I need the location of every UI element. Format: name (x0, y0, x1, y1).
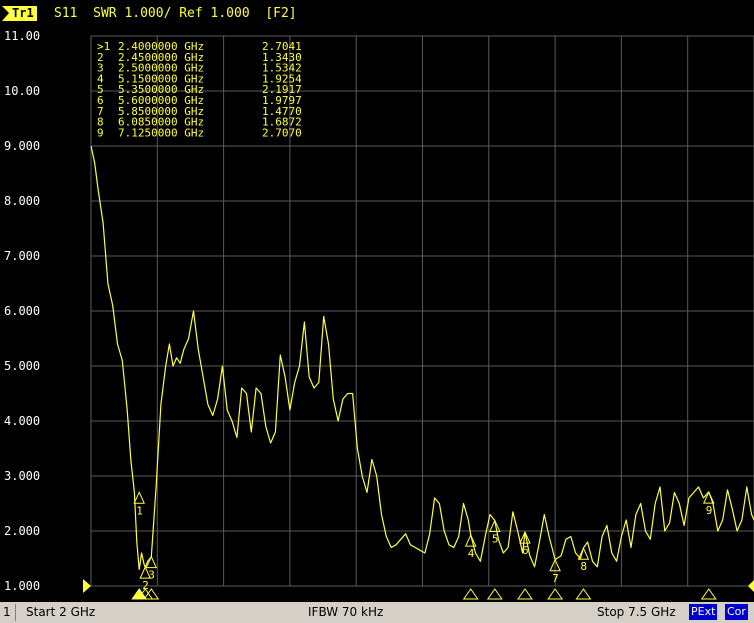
swr-chart: 1.000 2.000 3.000 4.000 5.000 6.000 7.000 8.000… (4, 29, 754, 600)
marker-triangle (549, 558, 561, 572)
marker-number: 9 (706, 504, 713, 517)
marker-readout-value: 1.3430 (262, 51, 302, 64)
correction-badge[interactable]: Cor (725, 604, 748, 620)
marker-number: 1 (136, 504, 143, 517)
marker-3: 3 (143, 555, 160, 600)
marker-triangle (145, 555, 158, 569)
marker-readout-value: 1.4770 (262, 105, 302, 118)
status-bar: 1 Start 2 GHz IFBW 70 kHz Stop 7.5 GHz P… (0, 602, 754, 623)
marker-number: 4 (468, 547, 475, 560)
y-tick-label: 5.000 (4, 359, 40, 373)
marker-number: 6 (522, 544, 529, 557)
y-tick-label: 9.000 (4, 139, 40, 153)
marker-readout-id: 3 (97, 62, 104, 75)
marker-7: 7 (547, 558, 564, 600)
stop-frequency[interactable]: Stop 7.5 GHz (597, 605, 676, 619)
reference-level-arrow-right (748, 580, 754, 592)
y-tick-label: 2.000 (4, 524, 40, 538)
marker-readout-id: 7 (97, 105, 104, 118)
marker-number: 8 (580, 560, 587, 573)
marker-readout-value: 2.7041 (262, 40, 302, 53)
marker-stimulus-indicator (143, 588, 160, 600)
marker-6: 6 (517, 530, 533, 600)
marker-readout-frequency: 2.5000000 GHz (118, 62, 204, 75)
trace-header: Tr1 S11 SWR 1.000/ Ref 1.000 [F2] (0, 0, 754, 26)
y-tick-label: 3.000 (4, 469, 40, 483)
marker-readout-value: 1.9254 (262, 72, 302, 85)
marker-readout-frequency: 5.6000000 GHz (118, 94, 204, 107)
marker-triangle (139, 565, 152, 579)
series-line-s11 (90, 145, 754, 571)
marker-readout-value: 1.5342 (262, 62, 302, 75)
marker-stimulus-indicator (700, 588, 717, 600)
marker-5: 5 (486, 519, 503, 600)
marker-readout-frequency: 5.3500000 GHz (118, 83, 204, 96)
y-tick-label: 6.000 (4, 304, 40, 318)
marker-triangle (133, 491, 145, 504)
y-tick-label: 11.00 (4, 29, 40, 43)
status-separator (15, 604, 16, 621)
reference-level-arrow (83, 579, 91, 593)
marker-readout-id: 9 (97, 126, 104, 139)
marker-triangle (464, 533, 477, 547)
marker-stimulus-indicator (462, 588, 479, 600)
start-frequency[interactable]: Start 2 GHz (26, 605, 96, 619)
trace-description[interactable]: S11 SWR 1.000/ Ref 1.000 [F2] (54, 6, 297, 21)
marker-readout-id: 4 (97, 72, 104, 85)
if-bandwidth[interactable]: IFBW 70 kHz (308, 605, 384, 619)
channel-number[interactable]: 1 (3, 605, 11, 619)
marker-readout-frequency: 2.4500000 GHz (118, 51, 204, 64)
marker-readout-frequency: 6.0850000 GHz (118, 116, 204, 129)
marker-triangle (577, 546, 590, 560)
marker-readout-id: 8 (97, 116, 104, 129)
marker-number: 2 (142, 579, 149, 592)
marker-number: 3 (148, 569, 155, 582)
marker-8: 8 (575, 546, 592, 600)
marker-readout-value: 1.9797 (262, 94, 302, 107)
marker-number: 5 (492, 532, 499, 545)
marker-readout-frequency: 5.8500000 GHz (118, 105, 204, 118)
marker-4: 4 (462, 533, 479, 600)
marker-readout-id: >1 (97, 40, 110, 53)
marker-triangle (703, 490, 715, 504)
marker-9: 9 (700, 490, 717, 600)
marker-readout-frequency: 5.1500000 GHz (118, 72, 204, 85)
port-extension-badge[interactable]: PExt (689, 604, 718, 620)
marker-triangle (489, 519, 501, 532)
marker-readout-id: 2 (97, 51, 104, 64)
y-tick-label: 10.00 (4, 84, 40, 98)
marker-stimulus-indicator (486, 588, 503, 600)
marker-triangle (519, 530, 531, 544)
y-tick-label: 7.000 (4, 249, 40, 263)
marker-readout-value: 1.6872 (262, 116, 302, 129)
marker-readout-frequency: 7.1250000 GHz (118, 126, 204, 139)
trace-tag[interactable]: Tr1 (2, 6, 37, 21)
y-tick-label: 4.000 (4, 414, 40, 428)
marker-stimulus-indicator (547, 588, 564, 600)
marker-readout-value: 2.7070 (262, 126, 302, 139)
marker-readout-id: 6 (97, 94, 104, 107)
marker-number: 7 (552, 572, 559, 585)
marker-stimulus-indicator (517, 588, 533, 600)
marker-readout-value: 2.1917 (262, 83, 302, 96)
marker-readout-id: 5 (97, 83, 104, 96)
y-tick-label: 8.000 (4, 194, 40, 208)
marker-readout-frequency: 2.4000000 GHz (118, 40, 204, 53)
marker-stimulus-indicator (575, 588, 592, 600)
y-tick-label: 1.000 (4, 579, 40, 593)
